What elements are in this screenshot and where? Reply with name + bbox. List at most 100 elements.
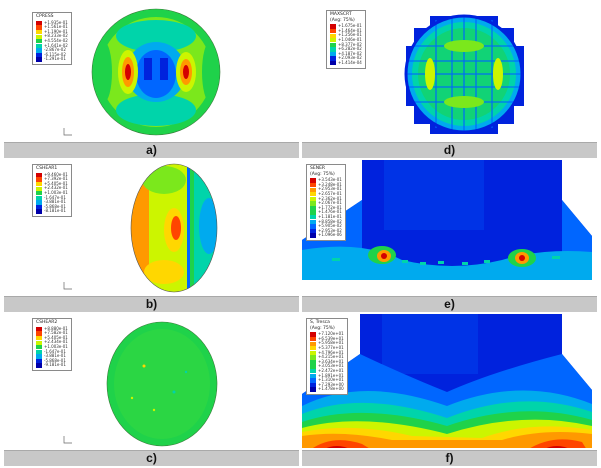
legend-value: +2.953e-01 (318, 186, 342, 192)
legend-swatch (36, 358, 42, 364)
legend-swatch (330, 28, 336, 34)
legend-entry: +2.434e-01 (36, 340, 68, 345)
legend-subtitle: (Avg: 75%) (310, 325, 335, 331)
legend-value: +1.891e+01 (318, 372, 344, 378)
legend-entry: -3.881e-01 (36, 200, 68, 205)
legend-entry: +2.953e-02 (310, 228, 342, 234)
legend-value: +1.046e-01 (338, 36, 362, 42)
contour-plot-cpress (4, 6, 299, 142)
legend-swatch (36, 25, 42, 30)
legend-a: CPRESS +1.935e-01 +1.561e-01 +1.190e-01 +8.… (32, 12, 72, 65)
legend-entry: +1.561e-01 (36, 25, 68, 30)
legend-value: +1.675e-01 (338, 23, 362, 29)
legend-swatch (36, 200, 42, 205)
legend-entry: -1.647e-01 (36, 349, 68, 355)
legend-swatch (36, 345, 42, 350)
legend-value: +8.233e-02 (44, 33, 68, 39)
legend-swatch (36, 34, 42, 39)
legend-title: S, Tresca (310, 320, 330, 325)
legend-swatch (310, 178, 316, 183)
legend-entry: +5.405e-01 (36, 334, 68, 341)
legend-entry: +4.554e-02 (36, 37, 68, 44)
legend-entry: -5.868e-01 (36, 357, 68, 364)
legend-value: +3.543e-01 (318, 177, 342, 183)
legend-e: SENER (Avg: 75%) +3.543e-01 +3.248e-01 +2.… (306, 164, 346, 241)
legend-entry: +1.476e-01 (310, 210, 342, 215)
axis-triad-icon (62, 278, 74, 290)
legend-value: +3.053e+01 (318, 363, 344, 369)
legend-c: CSHEAR2 +8.880e-01 +7.582e-01 +5.405e-01 +2… (32, 318, 72, 371)
legend-value: +1.003e-01 (44, 343, 68, 349)
legend-title: CSHEAR2 (36, 320, 58, 325)
legend-swatch (36, 340, 42, 345)
legend-value: +5.405e-01 (44, 334, 68, 340)
legend-value: +2.362e-01 (318, 195, 342, 201)
legend-value: +1.561e-01 (44, 24, 68, 30)
legend-entry: +6.282e-02 (330, 47, 362, 52)
legend-value: -1.647e-01 (44, 194, 66, 200)
legend-swatch (310, 382, 316, 388)
legend-entry: +1.046e-01 (330, 36, 362, 43)
panel-e: SENER (Avg: 75%) +3.543e-01 +3.248e-01 +2.… (302, 160, 597, 312)
legend-entry: +8.858e-02 (310, 218, 342, 225)
legend-value: +2.434e-01 (44, 339, 68, 345)
legend-swatch (310, 346, 316, 351)
legend-entry: +2.472e+01 (310, 368, 344, 374)
legend-entry: +7.392e-01 (36, 177, 68, 182)
axis-triad-icon (62, 124, 74, 136)
legend-entry: +7.582e-01 (36, 331, 68, 336)
legend-value: -3.881e-01 (44, 353, 66, 359)
axis-triad-icon (62, 432, 74, 444)
panel-caption: a) (4, 142, 299, 158)
legend-entry: -9.181e-01 (36, 363, 68, 368)
legend-swatch (330, 24, 336, 29)
legend-subtitle: (Avg: 75%) (310, 171, 335, 177)
legend-value: +7.392e-01 (44, 176, 68, 182)
legend-title: SENER (310, 166, 326, 171)
legend-entry: +2.093e-02 (330, 56, 362, 61)
legend-entry: +1.641e-02 (36, 42, 68, 49)
legend-entry: +1.181e-01 (310, 214, 342, 220)
legend-value: +7.582e-01 (44, 330, 68, 336)
legend-value: -9.181e-01 (44, 362, 66, 368)
legend-swatch (310, 378, 316, 383)
legend-value: +4.554e-02 (44, 37, 68, 43)
legend-value: -1.291e-01 (44, 56, 66, 62)
legend-entry: +1.891e+01 (310, 372, 344, 379)
legend-swatch (310, 373, 316, 378)
legend-value: +1.190e-01 (44, 28, 68, 34)
legend-swatch (330, 33, 336, 38)
panel-caption: d) (302, 142, 597, 158)
legend-value: +1.641e-02 (44, 42, 68, 48)
legend-value: +8.377e-02 (338, 41, 362, 47)
legend-value: +6.282e-02 (338, 46, 362, 52)
panel-b: CSHEAR1 +9.460e-01 +7.392e-01 +5.405e-01 +2… (4, 160, 299, 312)
legend-swatch (330, 51, 336, 57)
legend-value: +1.772e-01 (318, 204, 342, 210)
legend-entry: +1.003e-01 (36, 190, 68, 196)
legend-value: +7.120e+01 (318, 331, 344, 337)
legend-value: -5.868e-01 (44, 357, 66, 363)
legend-swatch (330, 56, 336, 61)
legend-swatch (310, 205, 316, 211)
legend-entry: +2.432e-01 (36, 186, 68, 191)
legend-entry: -1.647e-01 (36, 194, 68, 201)
legend-value: +3.248e-01 (318, 181, 342, 187)
legend-value: +1.256e-01 (338, 32, 362, 38)
legend-entry: +4.187e-02 (330, 51, 362, 57)
legend-swatch (310, 332, 316, 337)
legend-value: +8.858e-02 (318, 218, 342, 224)
legend-entry: +3.248e-01 (310, 181, 342, 188)
legend-swatch (36, 48, 42, 53)
legend-entry: +1.310e+01 (310, 378, 344, 383)
legend-entry: +7.120e+01 (310, 332, 344, 337)
legend-entry: +7.293e+00 (310, 382, 344, 388)
legend-entry: +2.953e-01 (310, 187, 342, 192)
legend-swatch (36, 326, 42, 332)
legend-entry: +3.634e+01 (310, 359, 344, 365)
legend-swatch (36, 43, 42, 48)
legend-entry: -5.868e-01 (36, 204, 68, 210)
legend-swatch (36, 39, 42, 44)
legend-value: +2.657e-01 (318, 190, 342, 196)
legend-swatch (36, 354, 42, 359)
